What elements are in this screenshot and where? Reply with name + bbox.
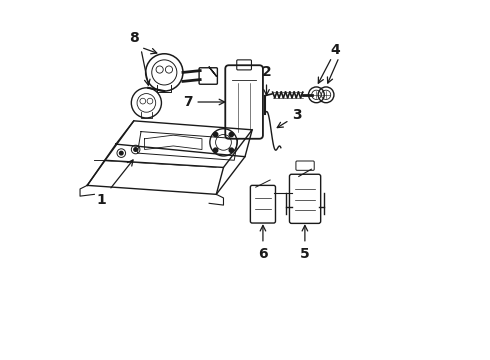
Circle shape (229, 148, 234, 152)
Circle shape (214, 148, 218, 152)
Text: 6: 6 (258, 225, 268, 261)
Text: 7: 7 (183, 95, 225, 109)
Text: 2: 2 (262, 66, 271, 95)
Circle shape (134, 148, 137, 151)
Text: 3: 3 (277, 108, 302, 127)
Circle shape (229, 132, 234, 137)
Circle shape (214, 132, 218, 137)
Text: 5: 5 (300, 225, 310, 261)
Text: 8: 8 (129, 31, 139, 45)
Circle shape (120, 151, 123, 155)
Text: 4: 4 (331, 42, 341, 57)
Text: 1: 1 (97, 160, 133, 207)
